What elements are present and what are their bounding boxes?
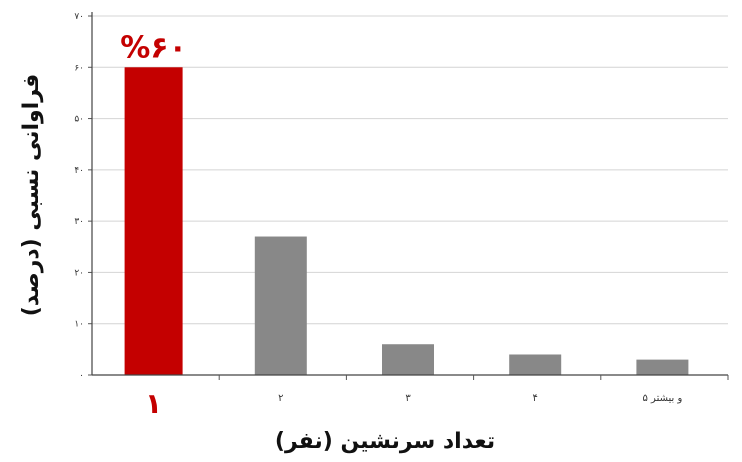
- data-label: %۶۰: [120, 30, 187, 65]
- y-tick-label: ۵۰: [74, 115, 84, 125]
- axes: ۰ ۱۰ ۲۰ ۳۰ ۴۰ ۵۰ ۶۰ ۷۰: [74, 12, 729, 381]
- bar: [509, 354, 562, 375]
- bar: [636, 359, 689, 375]
- x-tick-label: ۵ و بیشتر: [642, 393, 682, 404]
- x-tick-label: ۳: [405, 393, 411, 404]
- gridlines: [92, 15, 728, 325]
- y-tick-label: ۳۰: [74, 217, 84, 227]
- bar: [254, 236, 307, 375]
- x-tick-label: ۲: [278, 393, 283, 404]
- y-tick-label: ۱۰: [74, 320, 84, 330]
- y-tick-label: ۷۰: [74, 12, 84, 22]
- bar: [382, 344, 434, 375]
- x-tick-label: ۴: [533, 393, 538, 404]
- y-tick-label: ۰: [79, 371, 84, 381]
- y-tick-label: ۴۰: [74, 166, 84, 176]
- x-tick-label: ۱: [145, 387, 162, 420]
- bar: [124, 67, 183, 376]
- x-axis-title: تعداد سرنشین (نفر): [275, 429, 495, 454]
- y-tick-label: ۲۰: [74, 268, 84, 278]
- y-axis-title: فراوانی نسبی (درصد): [19, 74, 44, 317]
- y-tick-label: ۶۰: [74, 63, 84, 73]
- labels: ۱ ۲ ۳ ۴ ۵ و بیشتر %۶۰: [120, 30, 682, 420]
- bars: [124, 67, 689, 376]
